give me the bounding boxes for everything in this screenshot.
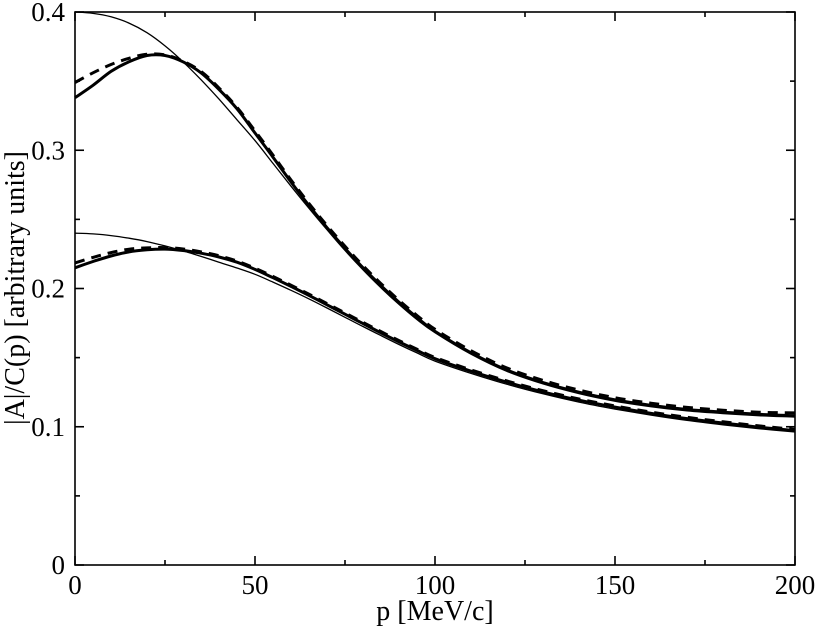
x-tick-label: 200	[775, 570, 816, 600]
plot-frame	[74, 11, 796, 566]
y-tick-label: 0.1	[31, 412, 65, 442]
curve-upper-thin-solid	[74, 11, 796, 418]
x-axis-label: p [MeV/c]	[376, 596, 494, 627]
y-tick-label: 0	[52, 550, 66, 580]
x-tick-label: 100	[415, 570, 456, 600]
y-tick-label: 0.4	[31, 0, 65, 27]
curve-lower-thick-solid	[74, 247, 796, 433]
y-tick-label: 0.2	[31, 274, 65, 304]
curve-lower-thin-solid	[74, 232, 796, 433]
y-tick-label: 0.3	[31, 135, 65, 165]
y-axis-label: |A|/C(p) [arbitrary units]	[0, 150, 31, 426]
x-tick-label: 150	[595, 570, 636, 600]
x-tick-label: 50	[242, 570, 269, 600]
curve-upper-thick-dashed	[74, 52, 796, 415]
curve-lower-thick-dashed	[74, 246, 796, 431]
x-tick-label: 0	[68, 570, 82, 600]
